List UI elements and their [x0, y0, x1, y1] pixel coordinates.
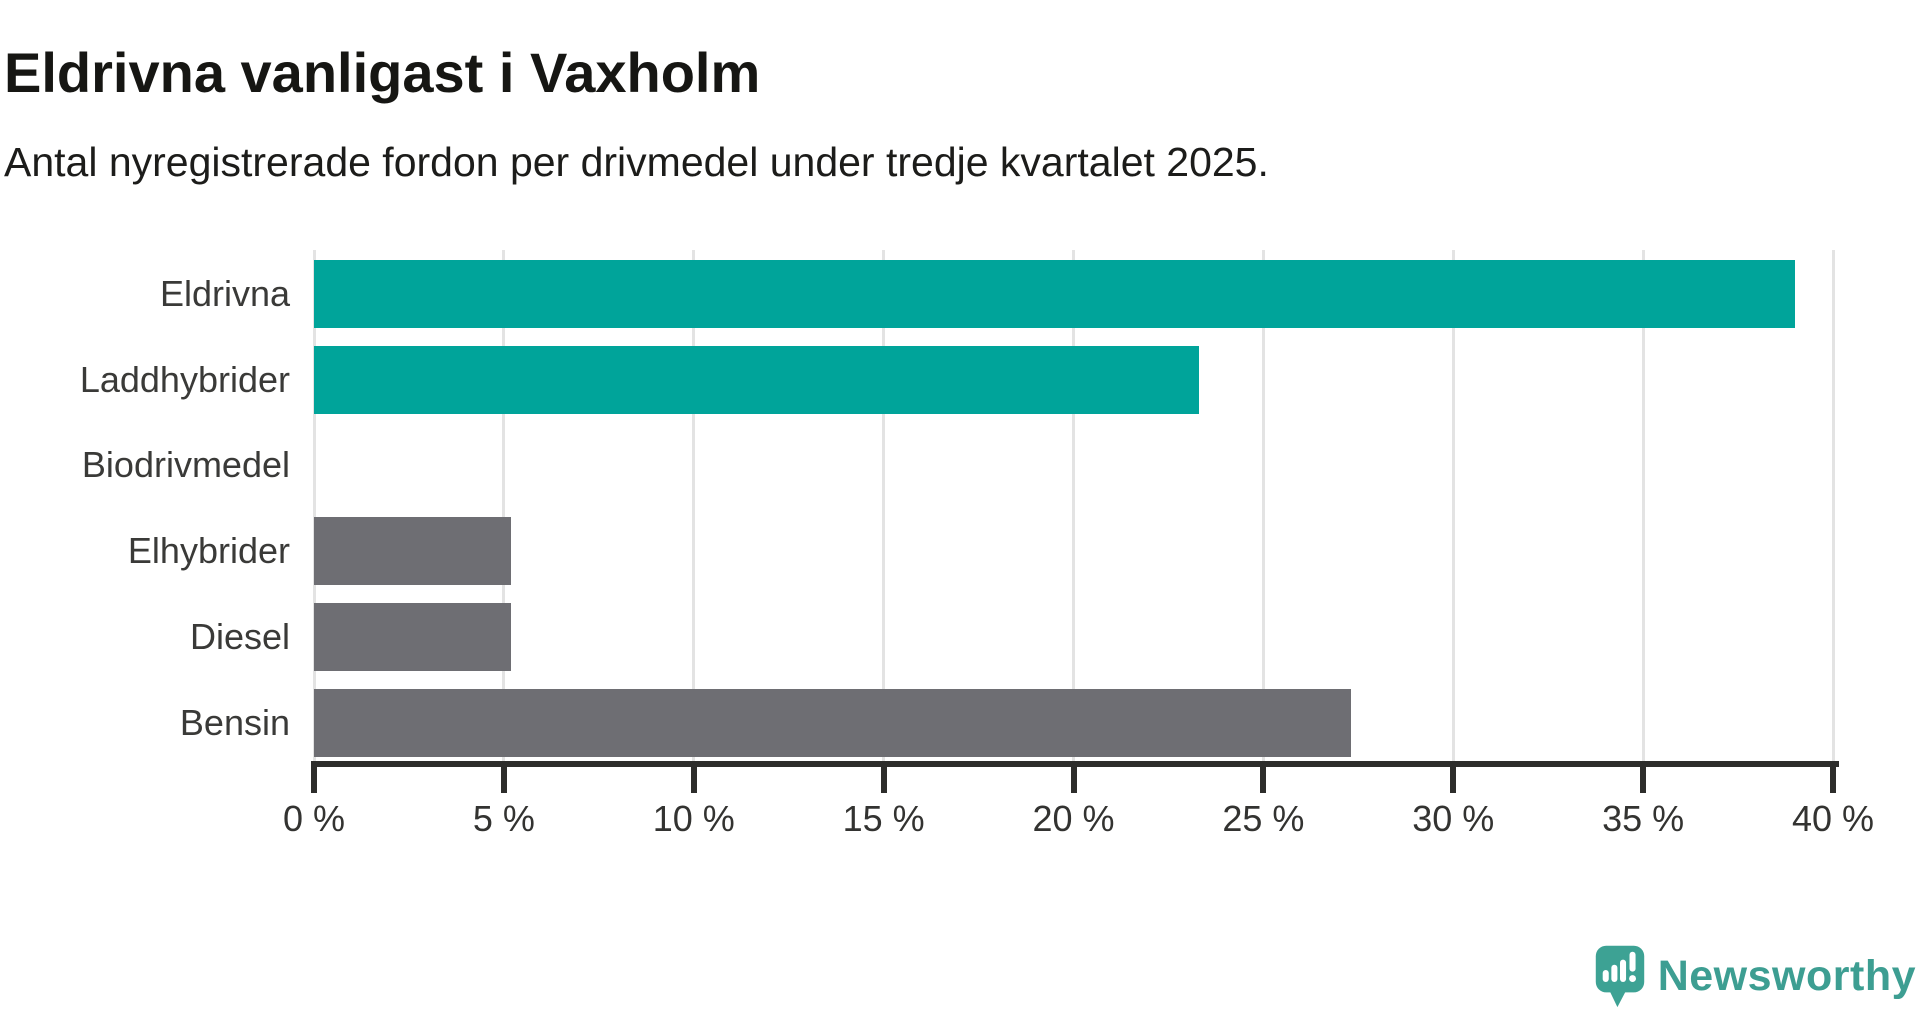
gridline-15 — [882, 250, 886, 766]
x-axis-tick-label-10: 10 % — [652, 798, 735, 839]
gridline-30 — [1451, 250, 1455, 766]
x-axis-tick-label-20: 20 % — [1032, 798, 1115, 839]
x-axis-tick-15 — [880, 767, 887, 793]
gridline-10 — [692, 250, 696, 766]
category-label-diesel: Diesel — [189, 615, 290, 657]
category-label-elhybrider: Elhybrider — [127, 530, 290, 572]
category-label-eldrivna: Eldrivna — [159, 273, 290, 314]
x-axis-tick-label-0: 0 % — [282, 798, 346, 839]
x-axis-tick-20 — [1070, 767, 1077, 793]
bar-elhybrider — [314, 517, 512, 586]
x-axis-tick-0 — [311, 767, 317, 793]
newsworthy-logo-text: Newsworthy — [1657, 951, 1916, 1000]
gridline-35 — [1641, 250, 1645, 766]
gridline-25 — [1261, 250, 1265, 766]
chart-subtitle: Antal nyregistrerade fordon per drivmede… — [4, 139, 1269, 185]
x-axis-tick-label-25: 25 % — [1222, 798, 1305, 839]
x-axis-line — [311, 761, 1839, 767]
bar-bensin — [314, 688, 1351, 757]
x-axis-tick-25 — [1260, 767, 1267, 793]
newsworthy-logo-icon — [1595, 945, 1644, 1008]
x-axis-tick-5 — [500, 767, 507, 793]
bar-diesel — [314, 602, 512, 671]
gridline-0 — [312, 250, 316, 766]
bar-chart: Eldrivna Laddhybrider Biodrivmedel Elhybrid… — [0, 250, 1920, 890]
category-label-laddhybrider: Laddhybrider — [79, 358, 290, 400]
x-axis-tick-label-15: 15 % — [842, 798, 925, 839]
x-axis-tick-label-30: 30 % — [1412, 798, 1495, 839]
newsworthy-logo: Newsworthy — [1594, 944, 1916, 1008]
chart-title: Eldrivna vanligast i Vaxholm — [4, 40, 761, 104]
x-axis-tick-35 — [1640, 767, 1647, 793]
x-axis-tick-40 — [1830, 767, 1836, 793]
bar-laddhybrider — [314, 345, 1199, 414]
gridline-40 — [1831, 250, 1835, 766]
gridline-5 — [502, 250, 506, 766]
gridline-20 — [1072, 250, 1075, 766]
x-axis-tick-label-40: 40 % — [1791, 798, 1875, 839]
x-axis-tick-label-5: 5 % — [472, 798, 535, 839]
x-axis-tick-30 — [1450, 767, 1457, 793]
category-label-biodrivmedel: Biodrivmedel — [81, 444, 290, 486]
category-label-bensin: Bensin — [179, 701, 290, 743]
x-axis-tick-label-35: 35 % — [1602, 798, 1685, 839]
bar-eldrivna — [314, 260, 1796, 328]
x-axis-tick-10 — [690, 767, 697, 793]
